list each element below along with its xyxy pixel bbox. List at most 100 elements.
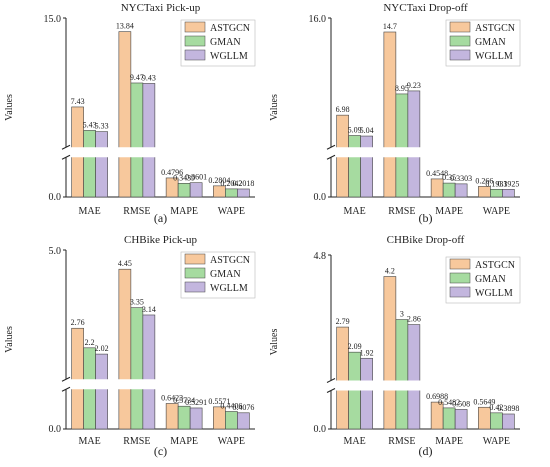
data-label: 0.6423: [161, 393, 183, 402]
data-label: 2.86: [407, 315, 421, 324]
y-tick-label: 5.0: [49, 246, 62, 257]
bar-gman: [442, 182, 456, 198]
axis-break-mark: [61, 386, 71, 392]
data-label: 0.3439: [173, 173, 195, 182]
x-tick-label: RMSE: [388, 206, 415, 217]
data-label: 8.95: [395, 84, 409, 93]
bar-gman: [490, 412, 503, 430]
axis-break-mark: [61, 154, 71, 160]
chart-panel-2: CHBike Pick-up 0.0 5.0 Values MAE 2.76 2.22.02…: [4, 234, 256, 458]
y-axis-label: Values: [269, 94, 280, 121]
data-label: 0.5734: [173, 396, 195, 405]
axis-break-mark: [61, 376, 71, 382]
y-tick-label: 0.0: [314, 424, 327, 435]
legend-label: ASTGCN: [210, 255, 250, 266]
legend-label: GMAN: [210, 37, 241, 48]
data-label: 13.84: [116, 22, 134, 31]
data-label: 0.42: [489, 403, 503, 412]
data-label: 1.92: [360, 348, 374, 357]
data-label: 0.2018: [232, 179, 254, 188]
axis-break-mark: [326, 378, 336, 383]
data-label: 0.5649: [473, 397, 495, 406]
bar-wgllm: [502, 413, 515, 430]
data-label: 3: [400, 310, 404, 319]
bar-astgcn: [383, 276, 397, 430]
bar-gman: [225, 188, 238, 198]
legend-label: WGLLM: [475, 51, 513, 62]
legend-swatch-wgllm: [449, 286, 471, 298]
legend-label: ASTGCN: [475, 23, 515, 34]
bar-wgllm: [142, 314, 156, 430]
axis-break-mark: [326, 144, 336, 150]
bar-gman: [348, 135, 361, 198]
data-label: 9.43: [142, 73, 156, 82]
legend-label: WGLLM: [210, 51, 248, 62]
panel-label: (b): [419, 211, 433, 225]
legend-swatch-wgllm: [449, 49, 471, 61]
axis-break-mark: [61, 144, 71, 150]
data-label: 0.4076: [232, 403, 254, 412]
data-label: 0.35: [442, 173, 456, 182]
data-label: 7.43: [71, 97, 85, 106]
bar-astgcn: [383, 31, 397, 198]
bar-wgllm: [237, 412, 250, 430]
legend-swatch-wgllm: [184, 49, 206, 61]
data-label: 2.2: [85, 338, 95, 347]
data-label: 2.09: [348, 342, 362, 351]
bar-gman: [177, 405, 191, 430]
bar-astgcn: [118, 268, 132, 430]
legend-swatch-astgcn: [449, 21, 471, 33]
y-tick-label: 0.0: [314, 192, 327, 203]
y-axis-label: Values: [4, 326, 15, 353]
bar-wgllm: [142, 83, 156, 198]
bar-wgllm: [454, 183, 468, 198]
data-label: 0.4796: [161, 168, 183, 177]
axis-break-band: [325, 380, 520, 391]
x-tick-label: MAE: [79, 436, 101, 447]
panel-label: (a): [154, 211, 167, 225]
data-label: 0.2042: [220, 179, 242, 188]
bar-wgllm: [95, 353, 108, 430]
chart-panel-0: NYCTaxi Pick-up 0.0 15.0 Values MAE 7.43 5.435…: [4, 2, 256, 225]
data-label: 0.5291: [185, 398, 207, 407]
data-label: 0.1925: [497, 179, 519, 188]
data-label: 4.45: [118, 259, 132, 268]
data-label: 5.04: [360, 126, 374, 135]
data-label: 0.3601: [185, 173, 207, 182]
x-tick-label: RMSE: [123, 206, 150, 217]
bar-astgcn: [71, 327, 84, 430]
x-tick-label: WAPE: [218, 206, 245, 217]
y-tick-label: 4.8: [314, 251, 327, 262]
data-label: 2.02: [95, 344, 109, 353]
bar-wgllm: [360, 357, 373, 430]
bar-gman: [490, 189, 503, 198]
data-label: 0.5482: [438, 398, 460, 407]
x-tick-label: MAE: [79, 206, 101, 217]
axis-break-mark: [326, 154, 336, 160]
y-axis-label: Values: [4, 94, 15, 121]
bar-wgllm: [502, 189, 515, 198]
bar-astgcn: [165, 403, 179, 430]
legend-label: WGLLM: [475, 288, 513, 299]
legend-swatch-wgllm: [184, 281, 206, 293]
data-label: 5.09: [348, 126, 362, 135]
legend-swatch-gman: [449, 35, 471, 47]
bar-gman: [83, 130, 96, 198]
data-label: 0.3898: [497, 404, 519, 413]
y-tick-label: 0.0: [49, 192, 62, 203]
bar-gman: [442, 407, 456, 430]
data-label: 3.35: [130, 298, 144, 307]
x-tick-label: MAPE: [435, 436, 463, 447]
bar-wgllm: [95, 131, 108, 198]
data-label: 0.5571: [208, 397, 230, 406]
x-tick-label: WAPE: [483, 436, 510, 447]
bar-gman: [225, 411, 238, 430]
bar-wgllm: [454, 409, 468, 430]
axis-break-mark: [326, 388, 336, 393]
x-tick-label: WAPE: [483, 206, 510, 217]
data-label: 0.266: [475, 176, 493, 185]
x-tick-label: RMSE: [123, 436, 150, 447]
data-label: 0.3303: [450, 174, 472, 183]
legend-swatch-gman: [184, 35, 206, 47]
